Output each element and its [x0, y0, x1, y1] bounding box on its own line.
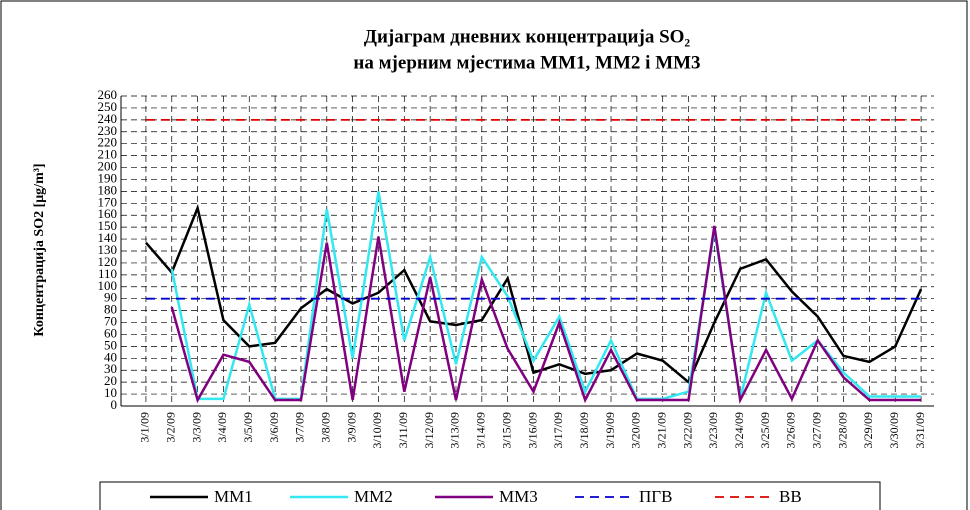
y-tick-label: 170: [98, 194, 118, 209]
y-tick-label: 120: [98, 254, 118, 269]
x-tick-label: 3/22/09: [680, 412, 694, 449]
x-tick-label: 3/24/09: [732, 412, 746, 449]
y-tick-label: 180: [98, 182, 118, 197]
x-tick-label: 3/8/09: [319, 412, 333, 443]
y-tick-label: 140: [98, 230, 118, 245]
y-tick-label: 50: [104, 337, 117, 352]
x-tick-label: 3/11/09: [396, 412, 410, 448]
y-tick-label: 200: [98, 159, 118, 174]
x-tick-label: 3/6/09: [267, 412, 281, 443]
y-tick-label: 60: [104, 325, 117, 340]
y-tick-label: 230: [98, 123, 118, 138]
x-tick-label: 3/16/09: [525, 412, 539, 449]
legend-label: ПГВ: [639, 487, 672, 506]
y-tick-label: 110: [98, 266, 117, 281]
x-tick-label: 3/30/09: [887, 412, 901, 449]
y-axis-label: Концентрација SO2 [μg/m³]: [32, 163, 47, 336]
x-tick-label: 3/25/09: [758, 412, 772, 449]
y-tick-label: 160: [98, 206, 118, 221]
y-tick-label: 70: [104, 314, 117, 329]
x-tick-label: 3/19/09: [603, 412, 617, 449]
y-tick-label: 210: [98, 147, 118, 162]
x-tick-label: 3/2/09: [164, 412, 178, 443]
y-tick-label: 20: [104, 373, 117, 388]
x-tick-label: 3/26/09: [784, 412, 798, 449]
x-tick-label: 3/12/09: [422, 412, 436, 449]
x-tick-label: 3/31/09: [913, 412, 927, 449]
x-tick-label: 3/27/09: [809, 412, 823, 449]
y-tick-label: 220: [98, 135, 118, 150]
x-tick-label: 3/15/09: [499, 412, 513, 449]
y-tick-label: 80: [104, 302, 117, 317]
x-tick-label: 3/14/09: [474, 412, 488, 449]
x-tick-label: 3/20/09: [629, 412, 643, 449]
y-tick-label: 260: [98, 87, 118, 102]
y-tick-label: 240: [98, 111, 118, 126]
legend-label: ВВ: [779, 487, 802, 506]
y-tick-label: 90: [104, 290, 117, 305]
x-tick-label: 3/29/09: [861, 412, 875, 449]
legend-label: ММ1: [214, 487, 253, 506]
legend-label: ММ2: [354, 487, 393, 506]
y-tick-label: 190: [98, 170, 118, 185]
x-tick-label: 3/7/09: [293, 412, 307, 443]
chart-title: Дијаграм дневних концентрација SO₂: [364, 26, 691, 47]
x-tick-label: 3/28/09: [835, 412, 849, 449]
y-tick-label: 40: [104, 349, 117, 364]
x-tick-label: 3/23/09: [706, 412, 720, 449]
x-tick-label: 3/3/09: [189, 412, 203, 443]
x-tick-label: 3/5/09: [241, 412, 255, 443]
x-tick-label: 3/9/09: [344, 412, 358, 443]
x-tick-label: 3/17/09: [551, 412, 565, 449]
x-tick-label: 3/18/09: [577, 412, 591, 449]
y-tick-label: 10: [104, 385, 117, 400]
series-line: [170, 225, 922, 405]
x-tick-label: 3/21/09: [654, 412, 668, 449]
y-tick-label: 0: [111, 397, 118, 412]
x-tick-label: 3/4/09: [215, 412, 229, 443]
y-tick-label: 250: [98, 99, 118, 114]
x-tick-label: 3/10/09: [370, 412, 384, 449]
y-tick-label: 150: [98, 218, 118, 233]
y-tick-label: 100: [98, 278, 118, 293]
y-tick-label: 130: [98, 242, 118, 257]
series-line: [144, 203, 923, 385]
y-tick-label: 30: [104, 361, 117, 376]
x-tick-label: 3/13/09: [448, 412, 462, 449]
legend-label: ММ3: [499, 487, 538, 506]
chart-title: на мјерним мјестима ММ1, ММ2 i ММ3: [353, 52, 700, 73]
x-tick-label: 3/1/09: [138, 412, 152, 443]
